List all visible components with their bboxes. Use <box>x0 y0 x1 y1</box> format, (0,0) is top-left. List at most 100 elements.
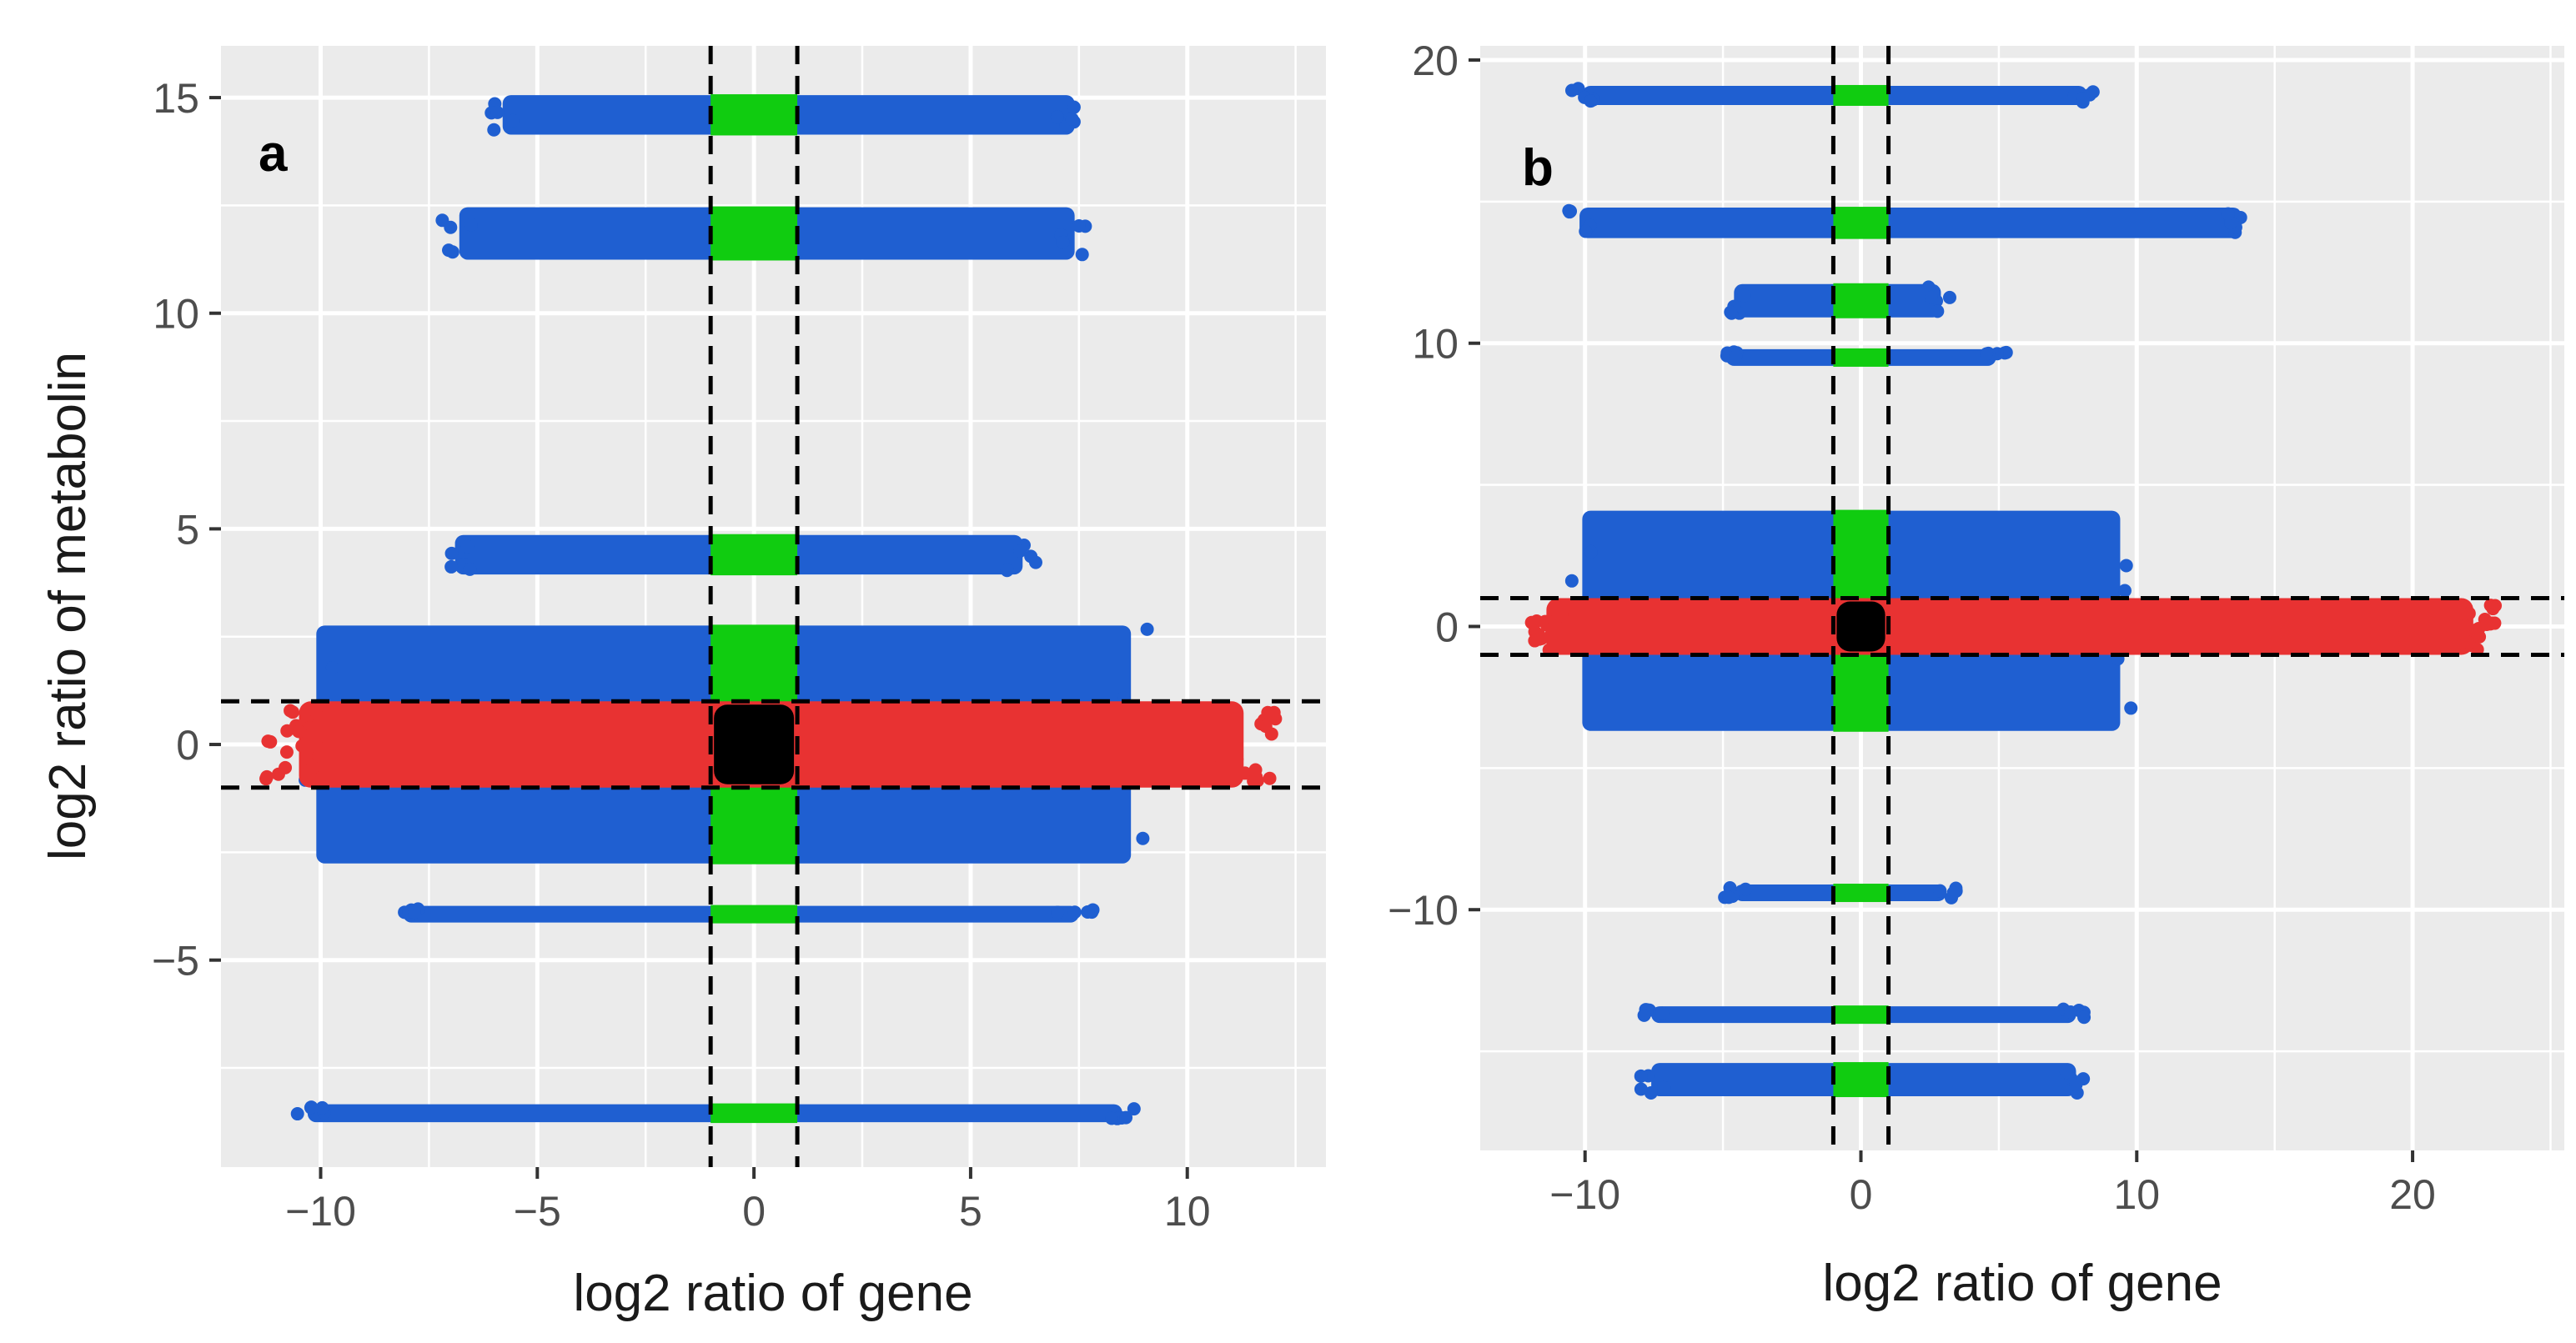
metabolite-only-point <box>1545 621 1559 635</box>
metabolite-only-point <box>302 729 316 743</box>
gene-only-point <box>460 539 475 554</box>
gene-only-point <box>1136 831 1150 845</box>
metabolite-only-point <box>284 704 298 718</box>
gene-within-threshold-band <box>711 1103 798 1124</box>
metabolite-only-point <box>2486 602 2500 616</box>
gene-only-point <box>1931 304 1945 318</box>
gene-only-point <box>1584 94 1598 108</box>
metabolite-only-point <box>1238 766 1252 780</box>
metabolite-only-point <box>1225 707 1239 721</box>
gene-only-point <box>1564 574 1579 588</box>
both-within-threshold-core <box>714 704 795 784</box>
gene-only-point <box>1000 564 1014 578</box>
gene-only-point <box>1946 885 1961 900</box>
gene-only-point <box>1737 288 1751 303</box>
gene-within-threshold-band <box>711 905 798 924</box>
panel-b-ticks: −10 0 10 20 −10 0 10 20 <box>1388 38 2436 1218</box>
panel-a-ticks: −10 −5 0 5 10 −5 0 5 10 15 <box>152 75 1211 1235</box>
panel-a-y-axis-title: log2 ratio of metabolin <box>39 352 97 860</box>
gene-only-point <box>2063 1005 2077 1020</box>
metabolite-only-point <box>1212 760 1226 774</box>
gene-only-point <box>1051 905 1065 920</box>
metabolite-only-point <box>1551 601 1565 615</box>
gene-only-point <box>1563 205 1577 219</box>
gene-only-point <box>2124 701 2138 715</box>
y-tick-label: 0 <box>1435 604 1459 650</box>
gene-within-threshold-band <box>711 94 798 136</box>
gene-only-point <box>1579 224 1593 238</box>
x-tick-label: 5 <box>959 1188 982 1235</box>
gene-only-point <box>1075 248 1089 262</box>
gene-only-point <box>1012 544 1027 559</box>
gene-only-point <box>1933 884 1947 898</box>
x-tick-label: −10 <box>1549 1171 1620 1218</box>
gene-within-threshold-band <box>1833 84 1889 106</box>
metabolite-only-point <box>1258 719 1273 734</box>
gene-only-point <box>1067 100 1081 114</box>
gene-only-point <box>1921 280 1936 294</box>
gene-within-threshold-band <box>1833 1005 1889 1025</box>
gene-only-point <box>1637 1008 1651 1022</box>
gene-only-point <box>463 562 477 576</box>
gene-only-point <box>1564 83 1579 98</box>
gene-only-point <box>315 1100 329 1115</box>
gene-only-band <box>1579 208 2242 238</box>
metabolite-only-point <box>1230 752 1244 766</box>
metabolite-only-band <box>1546 598 2473 655</box>
y-tick-label: 0 <box>176 722 199 769</box>
metabolite-only-point <box>2462 635 2476 649</box>
x-tick-label: 20 <box>2389 1171 2436 1218</box>
gene-only-point <box>1724 305 1738 319</box>
gene-only-point <box>1127 1102 1141 1116</box>
gene-only-point <box>1081 905 1095 919</box>
gene-only-point <box>1942 290 1956 304</box>
gene-only-point <box>1584 544 1598 559</box>
panel-a: a −10 −5 0 5 10 −5 0 5 10 15 log2 ratio of gene l… <box>39 46 1326 1322</box>
metabolite-only-point <box>305 760 319 774</box>
gene-only-point <box>1067 905 1082 920</box>
gene-only-point <box>1024 549 1038 564</box>
gene-only-point <box>2117 584 2132 598</box>
metabolite-only-point <box>2458 619 2472 633</box>
panel-a-x-axis-title: log2 ratio of gene <box>573 1265 972 1322</box>
gene-only-point <box>290 1107 304 1121</box>
gene-only-point <box>304 1100 319 1115</box>
metabolite-only-point <box>271 767 285 781</box>
metabolite-only-point <box>2462 606 2476 620</box>
gene-only-point <box>442 243 456 258</box>
y-tick-label: 10 <box>153 291 199 338</box>
gene-only-point <box>1050 110 1064 124</box>
gene-only-point <box>490 105 505 119</box>
metabolite-only-point <box>279 745 294 759</box>
gene-only-point <box>2076 1072 2091 1086</box>
x-tick-label: −10 <box>285 1188 356 1235</box>
gene-only-point <box>407 905 421 920</box>
metabolite-only-point <box>1268 712 1283 726</box>
metabolite-only-point <box>1226 729 1240 744</box>
x-tick-label: −5 <box>514 1188 561 1235</box>
gene-only-point <box>2076 92 2090 106</box>
y-tick-label: 5 <box>176 506 199 553</box>
metabolite-only-point <box>1212 739 1226 753</box>
metabolite-only-point <box>1247 774 1261 788</box>
metabolite-only-point <box>295 739 309 753</box>
metabolite-only-point <box>318 741 332 755</box>
metabolite-only-point <box>292 724 306 739</box>
gene-only-point <box>1119 1110 1133 1125</box>
gene-only-point <box>464 218 478 232</box>
gene-within-threshold-band <box>1833 207 1889 239</box>
gene-only-point <box>325 661 339 675</box>
panel-a-points <box>259 94 1283 1125</box>
gene-only-point <box>2077 1010 2091 1025</box>
gene-only-point <box>2059 1065 2073 1080</box>
metabolite-only-point <box>2469 623 2483 637</box>
gene-only-point <box>1634 1069 1648 1083</box>
gene-within-threshold-band <box>1833 348 1889 367</box>
gene-only-point <box>506 113 520 128</box>
gene-only-point <box>2119 559 2133 573</box>
gene-only-point <box>1980 347 1994 361</box>
x-tick-label: 10 <box>2113 1171 2160 1218</box>
panel-a-label: a <box>259 125 288 183</box>
metabolite-only-point <box>318 710 332 724</box>
